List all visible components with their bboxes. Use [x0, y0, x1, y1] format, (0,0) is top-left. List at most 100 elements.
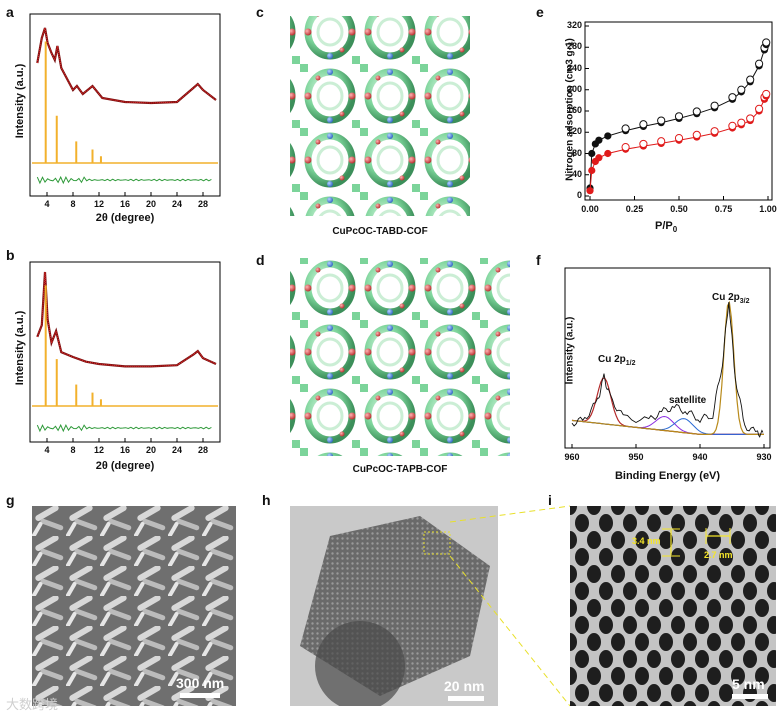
- xtick-label: 4: [44, 445, 50, 455]
- structure-caption-d: CuPcOC-TAPB-COF: [352, 464, 448, 475]
- sorption-xtick-label: 0.50: [670, 204, 688, 214]
- watermark: 大数跨境: [6, 697, 59, 712]
- desorption-point: [621, 124, 630, 133]
- xtick-label: 24: [171, 445, 183, 455]
- panel-label-f: f: [536, 252, 541, 268]
- xtick-label: 4: [44, 199, 50, 209]
- adsorption-point: [595, 136, 603, 144]
- sem-image: [32, 506, 236, 706]
- adsorption-point: [588, 166, 596, 175]
- xps-xlabel: Binding Energy (eV): [614, 470, 721, 482]
- structure-caption-c: CuPcOC-TABD-COF: [332, 226, 428, 237]
- panel-label-g: g: [6, 492, 15, 508]
- desorption-point: [710, 101, 719, 110]
- desorption-point: [762, 89, 771, 99]
- sorption-xlabel: P/P0: [655, 220, 678, 235]
- panel-label-a: a: [6, 4, 14, 20]
- desorption-point: [755, 104, 764, 113]
- desorption-point: [755, 59, 764, 68]
- desorption-point: [746, 114, 755, 123]
- hrtem-scale-bar: [732, 694, 768, 699]
- sem-texture: [32, 506, 236, 706]
- sorption-ytick-label: 120: [566, 126, 582, 137]
- desorption-point: [746, 75, 755, 84]
- xps-satellite-label: satellite: [669, 395, 707, 406]
- desorption-point: [674, 112, 684, 121]
- xps-experimental-curve: [571, 302, 764, 438]
- hrtem-spacing-label-1: 3.4 nm: [632, 536, 661, 546]
- sorption-xtick-label: 0.00: [581, 204, 599, 214]
- desorption-point: [762, 38, 771, 47]
- sorption-xtick-label: 1.00: [759, 204, 777, 214]
- desorption-point: [737, 118, 746, 127]
- xps-xtick-label: 930: [756, 452, 772, 462]
- xrd-xlabel-a: 2θ (degree): [95, 212, 155, 224]
- panel-label-i: i: [548, 492, 552, 508]
- desorption-point: [737, 85, 746, 94]
- panel-label-d: d: [256, 252, 265, 268]
- xtick-label: 16: [119, 199, 131, 209]
- sorption-ytick-label: 240: [566, 62, 582, 73]
- xps-peak1-label: Cu 2p1/2: [598, 354, 636, 367]
- desorption-point: [639, 120, 648, 129]
- sorption-data: [586, 38, 771, 195]
- xps-xtick-label: 960: [564, 452, 580, 462]
- xrd-xlabel-b: 2θ (degree): [95, 460, 155, 472]
- adsorption-point: [604, 132, 612, 140]
- adsorption-point: [588, 149, 596, 158]
- plot-frame-f: [564, 267, 771, 449]
- panel-label-b: b: [6, 247, 15, 263]
- tem-texture: [290, 506, 498, 706]
- desorption-point: [657, 137, 666, 146]
- sem-scale-bar: [180, 693, 220, 698]
- tem-image: [290, 506, 498, 706]
- xtick-label: 20: [145, 445, 157, 455]
- sorption-ytick-label: 80: [571, 147, 582, 158]
- sorption-ytick-label: 320: [566, 20, 582, 30]
- desorption-point: [710, 127, 719, 136]
- xps-xtick-label: 940: [692, 452, 708, 462]
- desorption-point: [692, 130, 701, 140]
- structure-model-tabd: [290, 16, 470, 216]
- panel-label-h: h: [262, 492, 271, 508]
- xtick-label: 12: [93, 445, 105, 455]
- sorption-xtick-label: 0.75: [714, 204, 733, 214]
- xtick-label: 28: [197, 445, 209, 455]
- sorption-xtick-label: 0.25: [625, 204, 644, 214]
- sorption-ytick-label: 160: [566, 105, 582, 115]
- xtick-label: 24: [171, 199, 183, 209]
- xtick-label: 28: [197, 199, 209, 209]
- adsorption-point: [595, 154, 603, 162]
- hrtem-image: [570, 506, 776, 706]
- xtick-label: 16: [119, 445, 131, 455]
- desorption-point: [692, 107, 701, 116]
- panel-label-c: c: [256, 4, 264, 20]
- panel-label-e: e: [536, 4, 544, 20]
- sorption-ytick-label: 200: [566, 83, 582, 94]
- desorption-point: [674, 133, 684, 143]
- tem-zoom-box: [423, 531, 451, 555]
- tem-scale-label: 20 nm: [444, 678, 485, 694]
- adsorption-point: [586, 187, 594, 195]
- desorption-point: [639, 139, 648, 149]
- xtick-label: 20: [145, 199, 157, 209]
- xps-peak-2p32-fit: [571, 300, 764, 435]
- desorption-point: [621, 143, 630, 152]
- hrtem-lattice: [570, 506, 776, 706]
- xps-xtick-label: 950: [628, 452, 644, 462]
- tem-scale-bar: [448, 696, 484, 701]
- sorption-ytick-label: 0: [576, 190, 582, 200]
- desorption-point: [728, 121, 737, 130]
- xtick-label: 8: [70, 445, 76, 455]
- xps-peak2-label: Cu 2p3/2: [712, 292, 750, 305]
- desorption-point: [657, 116, 666, 125]
- sem-scale-label: 300 nm: [176, 675, 225, 691]
- xtick-label: 12: [93, 199, 105, 209]
- hrtem-spacing-label-2: 2.7 nm: [704, 550, 733, 560]
- structure-model-tapb: [290, 258, 510, 456]
- xtick-label: 8: [70, 199, 76, 209]
